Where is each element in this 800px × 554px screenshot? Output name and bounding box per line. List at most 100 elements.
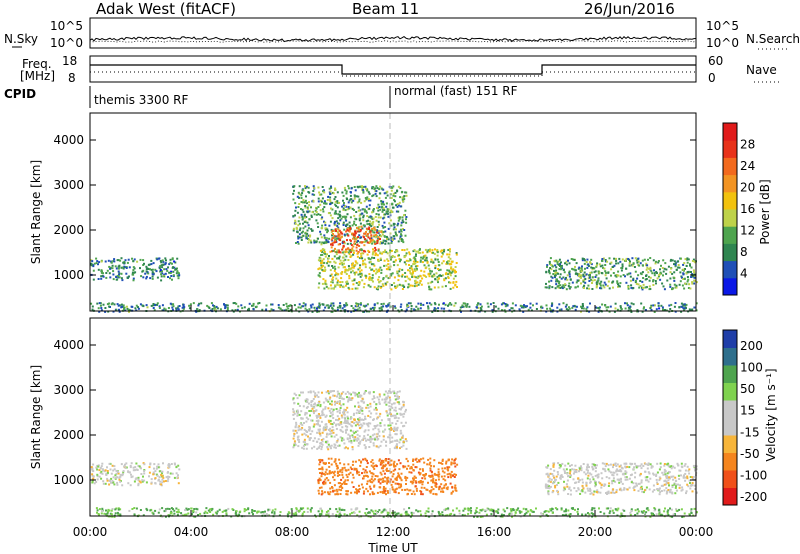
mid-band-cell bbox=[336, 474, 339, 477]
mid-band-cell bbox=[378, 270, 380, 273]
late-band-cell bbox=[659, 466, 662, 469]
evening-band-cell bbox=[112, 469, 115, 472]
arc-upper-cell bbox=[351, 421, 354, 424]
arc-upper-cell bbox=[345, 224, 348, 227]
evening-band-cell bbox=[168, 263, 171, 266]
arc-upper-cell bbox=[376, 432, 379, 435]
mid-band-cell bbox=[339, 462, 342, 465]
near-range-cell bbox=[295, 308, 298, 311]
evening-band-cell bbox=[124, 463, 126, 466]
arc-upper-cell bbox=[350, 398, 353, 401]
arc-upper-cell bbox=[342, 403, 345, 406]
evening-band-cell bbox=[142, 259, 145, 262]
mid-band-cell bbox=[344, 479, 347, 482]
near-range-cell bbox=[287, 307, 290, 310]
arc-upper-cell bbox=[323, 200, 326, 203]
mid-band-cell bbox=[383, 480, 386, 483]
late-band-cell bbox=[595, 491, 598, 493]
arc-upper-cell bbox=[311, 400, 314, 402]
late-band-cell bbox=[667, 489, 670, 491]
mid-band-cell bbox=[371, 268, 374, 271]
arc-upper-cell bbox=[329, 396, 332, 399]
mid-band-cell bbox=[450, 470, 453, 473]
late-band-cell bbox=[591, 468, 594, 471]
late-band-cell bbox=[563, 470, 566, 473]
late-band-cell bbox=[663, 468, 666, 471]
arc-upper-cell bbox=[353, 438, 356, 441]
mid-band-cell bbox=[365, 466, 368, 468]
mid-band-cell bbox=[372, 248, 374, 251]
evening-band-cell bbox=[122, 470, 125, 473]
late-band-cell bbox=[693, 276, 696, 279]
late-band-cell bbox=[638, 474, 641, 477]
arc-upper-cell bbox=[398, 441, 401, 444]
late-band-cell bbox=[550, 279, 553, 282]
mid-band-cell bbox=[448, 248, 451, 251]
arc-upper-cell bbox=[304, 205, 307, 207]
late-band-cell bbox=[548, 477, 551, 480]
mid-band-cell bbox=[447, 469, 450, 472]
late-band-cell bbox=[618, 469, 621, 472]
beam-title: Beam 11 bbox=[352, 0, 419, 18]
near-range-cell bbox=[325, 304, 328, 307]
late-band-cell bbox=[547, 487, 550, 489]
late-band-cell bbox=[656, 483, 659, 485]
mid-band-cell bbox=[434, 248, 436, 251]
arc-upper-cell bbox=[313, 239, 316, 242]
near-range-cell bbox=[567, 306, 570, 309]
near-range-cell bbox=[400, 303, 403, 306]
late-band-cell bbox=[627, 272, 630, 275]
late-band-cell bbox=[675, 485, 677, 488]
mid-band-cell bbox=[450, 267, 452, 270]
arc-upper-cell bbox=[334, 224, 337, 227]
near-range-cell bbox=[614, 307, 617, 310]
late-band-cell bbox=[687, 485, 690, 488]
near-range-cell bbox=[232, 310, 235, 313]
late-band-cell bbox=[632, 287, 635, 289]
arc-upper-cell bbox=[368, 207, 371, 210]
arc-upper-cell bbox=[395, 204, 398, 207]
mid-band-cell bbox=[394, 482, 397, 485]
arc-upper-cell bbox=[319, 233, 322, 236]
late-band-cell bbox=[684, 476, 687, 479]
mid-band-cell bbox=[351, 266, 354, 269]
late-band-cell bbox=[647, 464, 650, 466]
mid-band-cell bbox=[377, 479, 380, 481]
mid-band-cell bbox=[367, 249, 370, 252]
mid-band-cell bbox=[448, 253, 451, 256]
late-band-cell bbox=[675, 284, 678, 287]
late-band-cell bbox=[603, 286, 606, 289]
arc-upper-cell bbox=[320, 439, 323, 441]
mid-band-cell bbox=[371, 276, 374, 279]
late-band-cell bbox=[559, 476, 562, 479]
mid-band-cell bbox=[400, 472, 403, 475]
arc-upper-cell bbox=[362, 186, 365, 188]
near-range-cell bbox=[447, 303, 450, 306]
late-band-cell bbox=[661, 282, 664, 285]
late-band-cell bbox=[560, 261, 562, 264]
arc-upper-cell bbox=[348, 398, 351, 401]
arc-upper-cell bbox=[324, 221, 327, 224]
arc-upper-cell bbox=[379, 241, 382, 243]
arc-upper-cell bbox=[292, 227, 295, 230]
mid-band-cell bbox=[339, 259, 342, 262]
power-y-label: Slant Range [km] bbox=[29, 160, 43, 264]
evening-band-cell bbox=[130, 476, 133, 479]
arc-upper-cell bbox=[353, 194, 356, 197]
arc-upper-cell bbox=[305, 416, 308, 419]
late-band-cell bbox=[631, 473, 633, 476]
arc-upper-cell bbox=[317, 413, 320, 416]
late-band-cell bbox=[637, 274, 640, 277]
late-band-cell bbox=[567, 285, 570, 287]
mid-band-cell bbox=[393, 465, 396, 468]
arc-upper-cell bbox=[369, 435, 372, 438]
arc-upper-cell bbox=[382, 217, 385, 220]
arc-upper-cell bbox=[395, 234, 398, 237]
late-band-cell bbox=[664, 470, 667, 473]
arc-upper-cell bbox=[389, 424, 392, 427]
arc-upper-cell bbox=[292, 192, 295, 195]
late-band-cell bbox=[606, 260, 609, 263]
mid-band-cell bbox=[410, 265, 413, 268]
late-band-cell bbox=[577, 477, 580, 480]
late-band-cell bbox=[640, 479, 643, 482]
